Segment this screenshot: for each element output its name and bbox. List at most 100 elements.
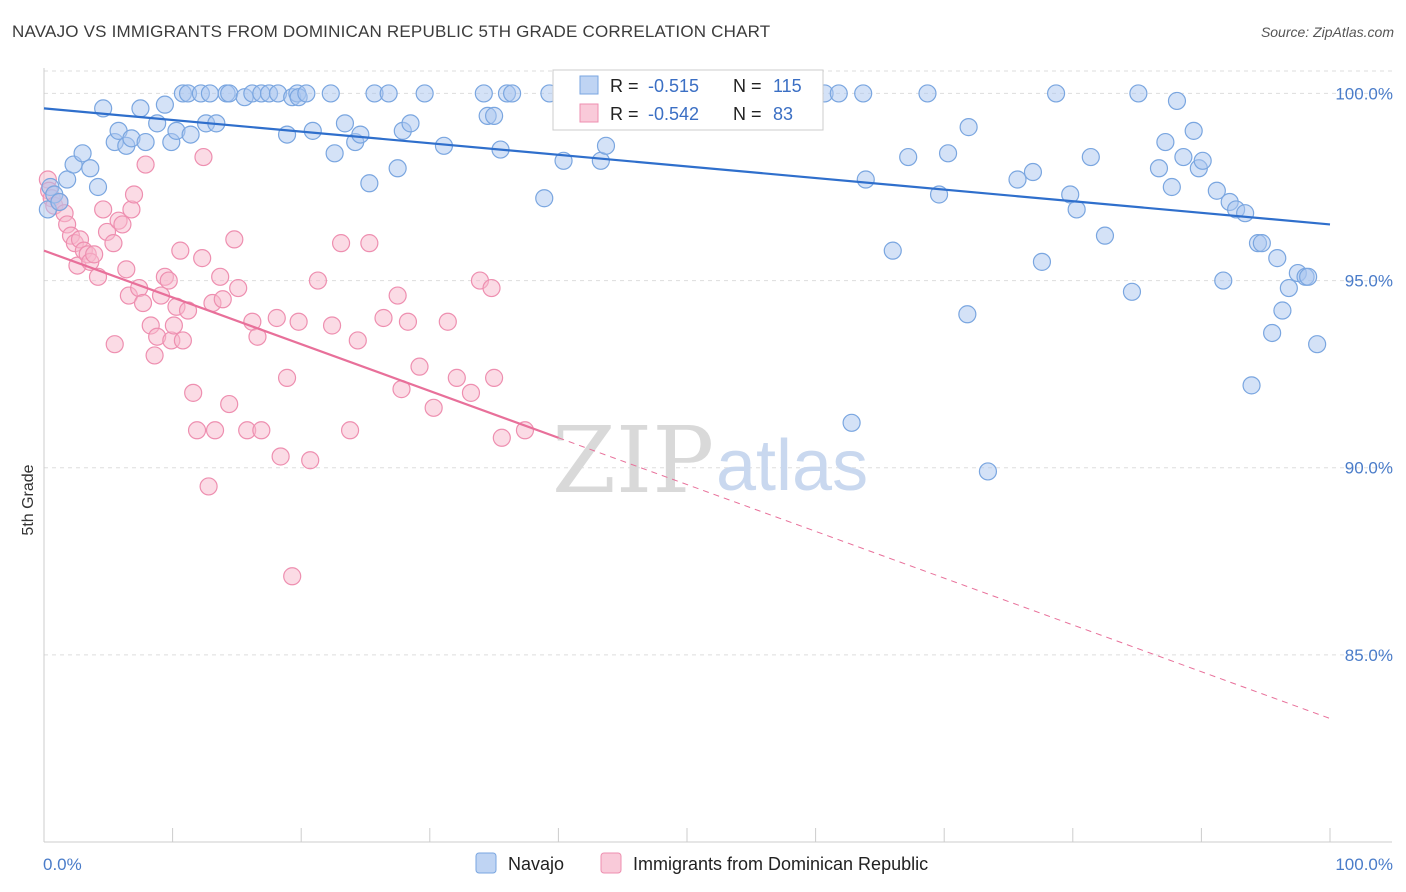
navajo-point: [1214, 271, 1233, 290]
navajo-point: [1095, 226, 1115, 245]
dominican-point: [461, 383, 481, 402]
y-tick-label: 100.0%: [1335, 84, 1393, 103]
dominican-point: [277, 368, 297, 387]
navajo-point: [81, 159, 100, 178]
dominican-point: [331, 234, 351, 253]
legend-label-navajo: Navajo: [508, 854, 564, 874]
navajo-point: [1162, 177, 1181, 197]
navajo-point: [50, 192, 69, 212]
dominican-point: [271, 447, 290, 466]
dominican-point: [122, 200, 141, 219]
dominican-point: [225, 230, 244, 249]
x-tick-label: 0.0%: [43, 855, 82, 874]
dominican-point: [213, 290, 232, 309]
navajo-point: [1174, 147, 1193, 167]
navajo-point: [1046, 84, 1066, 103]
navajo-point: [388, 159, 407, 178]
stats-legend: R = -0.515 N = 115 R = -0.542 N = 83: [552, 69, 824, 131]
navajo-point: [829, 84, 848, 103]
navajo-point: [958, 305, 977, 324]
navajo-point: [1242, 376, 1261, 395]
dominican-point: [193, 249, 212, 268]
dominican-point: [301, 451, 320, 470]
navajo-point: [73, 144, 92, 163]
stats-r-value: -0.515: [648, 76, 699, 96]
navajo-point: [155, 95, 174, 114]
navajo-point: [88, 177, 108, 197]
trend-layer: [43, 107, 1331, 719]
navajo-point: [938, 144, 958, 163]
dominican-point: [388, 286, 407, 305]
y-tick-label: 90.0%: [1345, 459, 1393, 478]
navajo-point: [325, 144, 344, 163]
navajo-point: [1236, 204, 1255, 223]
dominican-point: [164, 316, 183, 335]
navajo-point: [1308, 335, 1327, 354]
dominican-point: [145, 346, 164, 365]
dominican-point: [360, 234, 379, 253]
dominican-point: [322, 316, 342, 335]
dominican-point: [267, 308, 286, 328]
dominican-point: [205, 421, 225, 440]
navajo-point: [1032, 252, 1052, 271]
dominican-point: [104, 234, 123, 253]
stats-swatch-dominican: [579, 103, 599, 123]
dominican-point: [492, 428, 511, 447]
dominican-point: [398, 312, 418, 331]
dominican-point: [252, 421, 271, 440]
dominican-point: [194, 147, 213, 167]
legend-swatch-dominican: [600, 852, 622, 874]
chart-source: Source: ZipAtlas.com: [1260, 24, 1394, 40]
navajo-point: [1167, 91, 1187, 111]
x-tick-label: 100.0%: [1335, 855, 1393, 874]
navajo-point: [1263, 323, 1282, 343]
dominican-point: [133, 293, 153, 313]
dominican-point: [124, 185, 144, 204]
stats-n-label: N =: [733, 104, 762, 124]
navajo-point: [58, 170, 77, 189]
dominican-point: [94, 200, 113, 219]
navajo-point: [485, 106, 504, 125]
navajo-point: [401, 114, 420, 133]
axes-layer: 85.0% 90.0% 95.0% 100.0% 0.0% 100.0%: [43, 68, 1393, 874]
navajo-point: [136, 132, 155, 152]
dominican-point: [348, 331, 367, 350]
chart-title: NAVAJO VS IMMIGRANTS FROM DOMINICAN REPU…: [12, 22, 771, 41]
navajo-point: [918, 84, 937, 103]
watermark-zip: ZIP: [552, 407, 714, 514]
dominican-point: [117, 260, 136, 279]
dominican-point: [211, 267, 230, 286]
dominican-point: [136, 155, 155, 174]
stats-n-label: N =: [733, 76, 762, 96]
stats-r-label: R =: [610, 76, 639, 96]
dominican-point: [482, 278, 501, 298]
navajo-point: [181, 125, 200, 144]
navajo-point: [1207, 181, 1226, 200]
dominican-point: [229, 278, 248, 298]
navajo-point: [978, 462, 998, 481]
dominican-point: [159, 271, 178, 290]
navajo-point: [535, 189, 554, 208]
navajo-point: [1184, 121, 1203, 140]
dominican-point: [424, 398, 443, 417]
dominican-point: [374, 308, 393, 328]
navajo-point: [351, 125, 370, 144]
navajo-point: [1193, 151, 1212, 170]
y-tick-label: 95.0%: [1345, 272, 1393, 291]
dominican-point: [85, 245, 104, 264]
navajo-point: [220, 84, 239, 103]
navajo-point: [1067, 200, 1086, 219]
stats-n-value: 83: [773, 104, 793, 124]
dominican-point: [308, 271, 328, 290]
points-layer: [38, 84, 1327, 586]
navajo-point: [1279, 278, 1298, 298]
navajo-point: [379, 84, 398, 103]
navajo-point: [474, 84, 493, 103]
navajo-point: [503, 84, 522, 103]
navajo-point: [415, 84, 434, 103]
dominican-trend-line: [43, 249, 559, 439]
stats-r-value: -0.542: [648, 104, 699, 124]
navajo-point: [1252, 234, 1271, 253]
y-axis-label: 5th Grade: [20, 464, 37, 535]
